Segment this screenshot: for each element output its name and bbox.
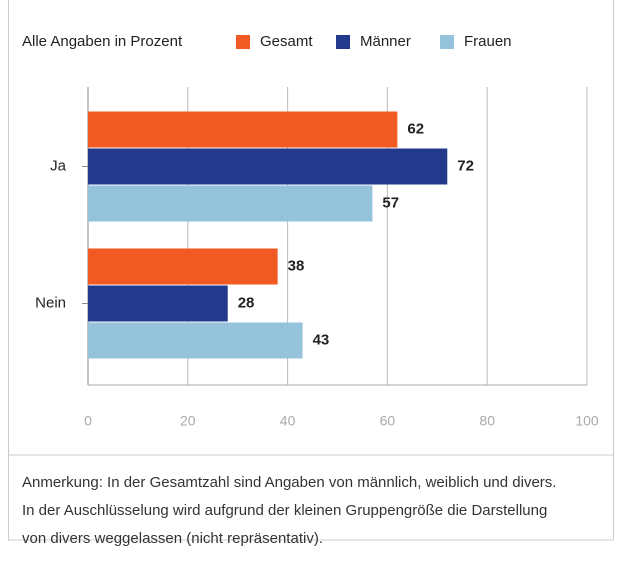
x-tick-label: 40 — [280, 413, 296, 429]
value-label: 43 — [313, 331, 330, 348]
value-label: 62 — [407, 120, 424, 137]
x-tick-label: 100 — [575, 413, 599, 429]
legend-label: Männer — [360, 33, 411, 50]
x-tick-label: 60 — [380, 413, 396, 429]
legend-label: Frauen — [464, 33, 512, 50]
frame — [8, 0, 614, 541]
legend-swatch — [336, 35, 350, 49]
bar — [88, 148, 448, 185]
note-line: Anmerkung: In der Gesamtzahl sind Angabe… — [22, 474, 556, 491]
y-tick-label: Nein — [35, 294, 66, 311]
x-tick-label: 20 — [180, 413, 196, 429]
y-tick-label: Ja — [50, 157, 67, 174]
value-label: 28 — [238, 294, 255, 311]
note-line: von divers weggelassen (nicht repräsenta… — [22, 530, 323, 547]
bar — [88, 322, 303, 359]
bar — [88, 285, 228, 322]
legend-swatch — [236, 35, 250, 49]
bar — [88, 185, 373, 222]
legend-label: Gesamt — [260, 33, 313, 50]
bar — [88, 248, 278, 285]
value-label: 72 — [457, 157, 474, 174]
value-label: 38 — [288, 257, 305, 274]
value-label: 57 — [382, 194, 399, 211]
x-tick-label: 80 — [479, 413, 495, 429]
legend-swatch — [440, 35, 454, 49]
subtitle: Alle Angaben in Prozent — [22, 33, 183, 50]
bar — [88, 111, 398, 148]
note-line: In der Auschlüsselung wird aufgrund der … — [22, 502, 547, 519]
x-tick-label: 0 — [84, 413, 92, 429]
